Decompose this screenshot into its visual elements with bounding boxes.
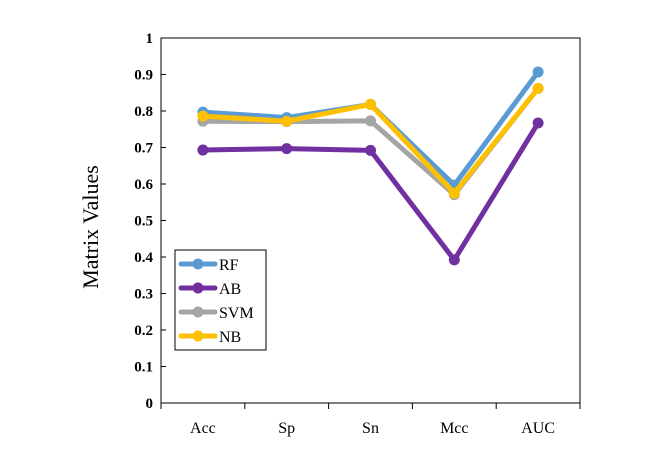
y-tick-label: 0.8 [134, 104, 153, 120]
legend-swatch-marker [192, 282, 204, 294]
data-point-ab [365, 144, 376, 156]
data-point-ab [281, 143, 293, 155]
legend: RF AB SVM NB [174, 249, 267, 351]
y-tick-label: 0.6 [134, 177, 153, 193]
x-axis-ticks: Acc Sp Sn Mcc AUC [160, 403, 581, 437]
y-axis-title: Matrix Values [78, 165, 103, 289]
data-point-ab [448, 254, 460, 266]
legend-label: AB [219, 281, 241, 298]
y-tick-label: 0.1 [134, 360, 153, 376]
legend-item-nb: NB [178, 329, 241, 346]
data-point-nb [365, 98, 376, 110]
legend-swatch-marker [192, 330, 204, 342]
x-tick-label: Mcc [440, 420, 468, 437]
legend-label: SVM [219, 305, 254, 322]
data-point-nb [532, 82, 544, 94]
series-nb [197, 82, 544, 199]
data-point-svm [365, 115, 376, 127]
data-point-nb [281, 115, 293, 127]
y-tick-label: 0.5 [134, 214, 153, 230]
y-tick-label: 0.2 [134, 323, 153, 339]
x-tick-label: Sp [278, 420, 295, 437]
legend-item-svm: SVM [178, 305, 254, 322]
y-tick-label: 0.9 [134, 68, 153, 84]
legend-item-rf: RF [178, 257, 239, 274]
data-point-nb [197, 110, 209, 122]
y-tick-label: 0.3 [134, 287, 153, 303]
y-tick-label: 0.4 [134, 250, 153, 266]
data-point-nb [448, 187, 460, 199]
y-tick-label: 0 [146, 396, 154, 412]
series-ab [197, 117, 544, 266]
x-tick-label: AUC [521, 420, 555, 437]
y-tick-label: 1 [146, 31, 154, 47]
legend-label: NB [219, 329, 241, 346]
legend-box [174, 249, 267, 351]
data-point-rf [532, 66, 544, 78]
data-point-ab [532, 117, 544, 129]
series-line-rf [200, 69, 541, 188]
x-tick-label: Acc [190, 420, 216, 437]
y-axis-ticks: 0 0.1 0.2 0.3 0.4 0.5 0.6 0.7 0.8 0.9 1 [134, 31, 166, 412]
legend-label: RF [219, 257, 239, 274]
x-tick-label: Sn [362, 420, 379, 437]
y-tick-label: 0.7 [134, 141, 153, 157]
data-point-ab [197, 144, 209, 156]
legend-swatch-marker [192, 258, 204, 270]
legend-item-ab: AB [178, 281, 241, 298]
series-rf [197, 66, 544, 191]
series-layer [197, 66, 544, 266]
legend-swatch-marker [192, 306, 204, 318]
